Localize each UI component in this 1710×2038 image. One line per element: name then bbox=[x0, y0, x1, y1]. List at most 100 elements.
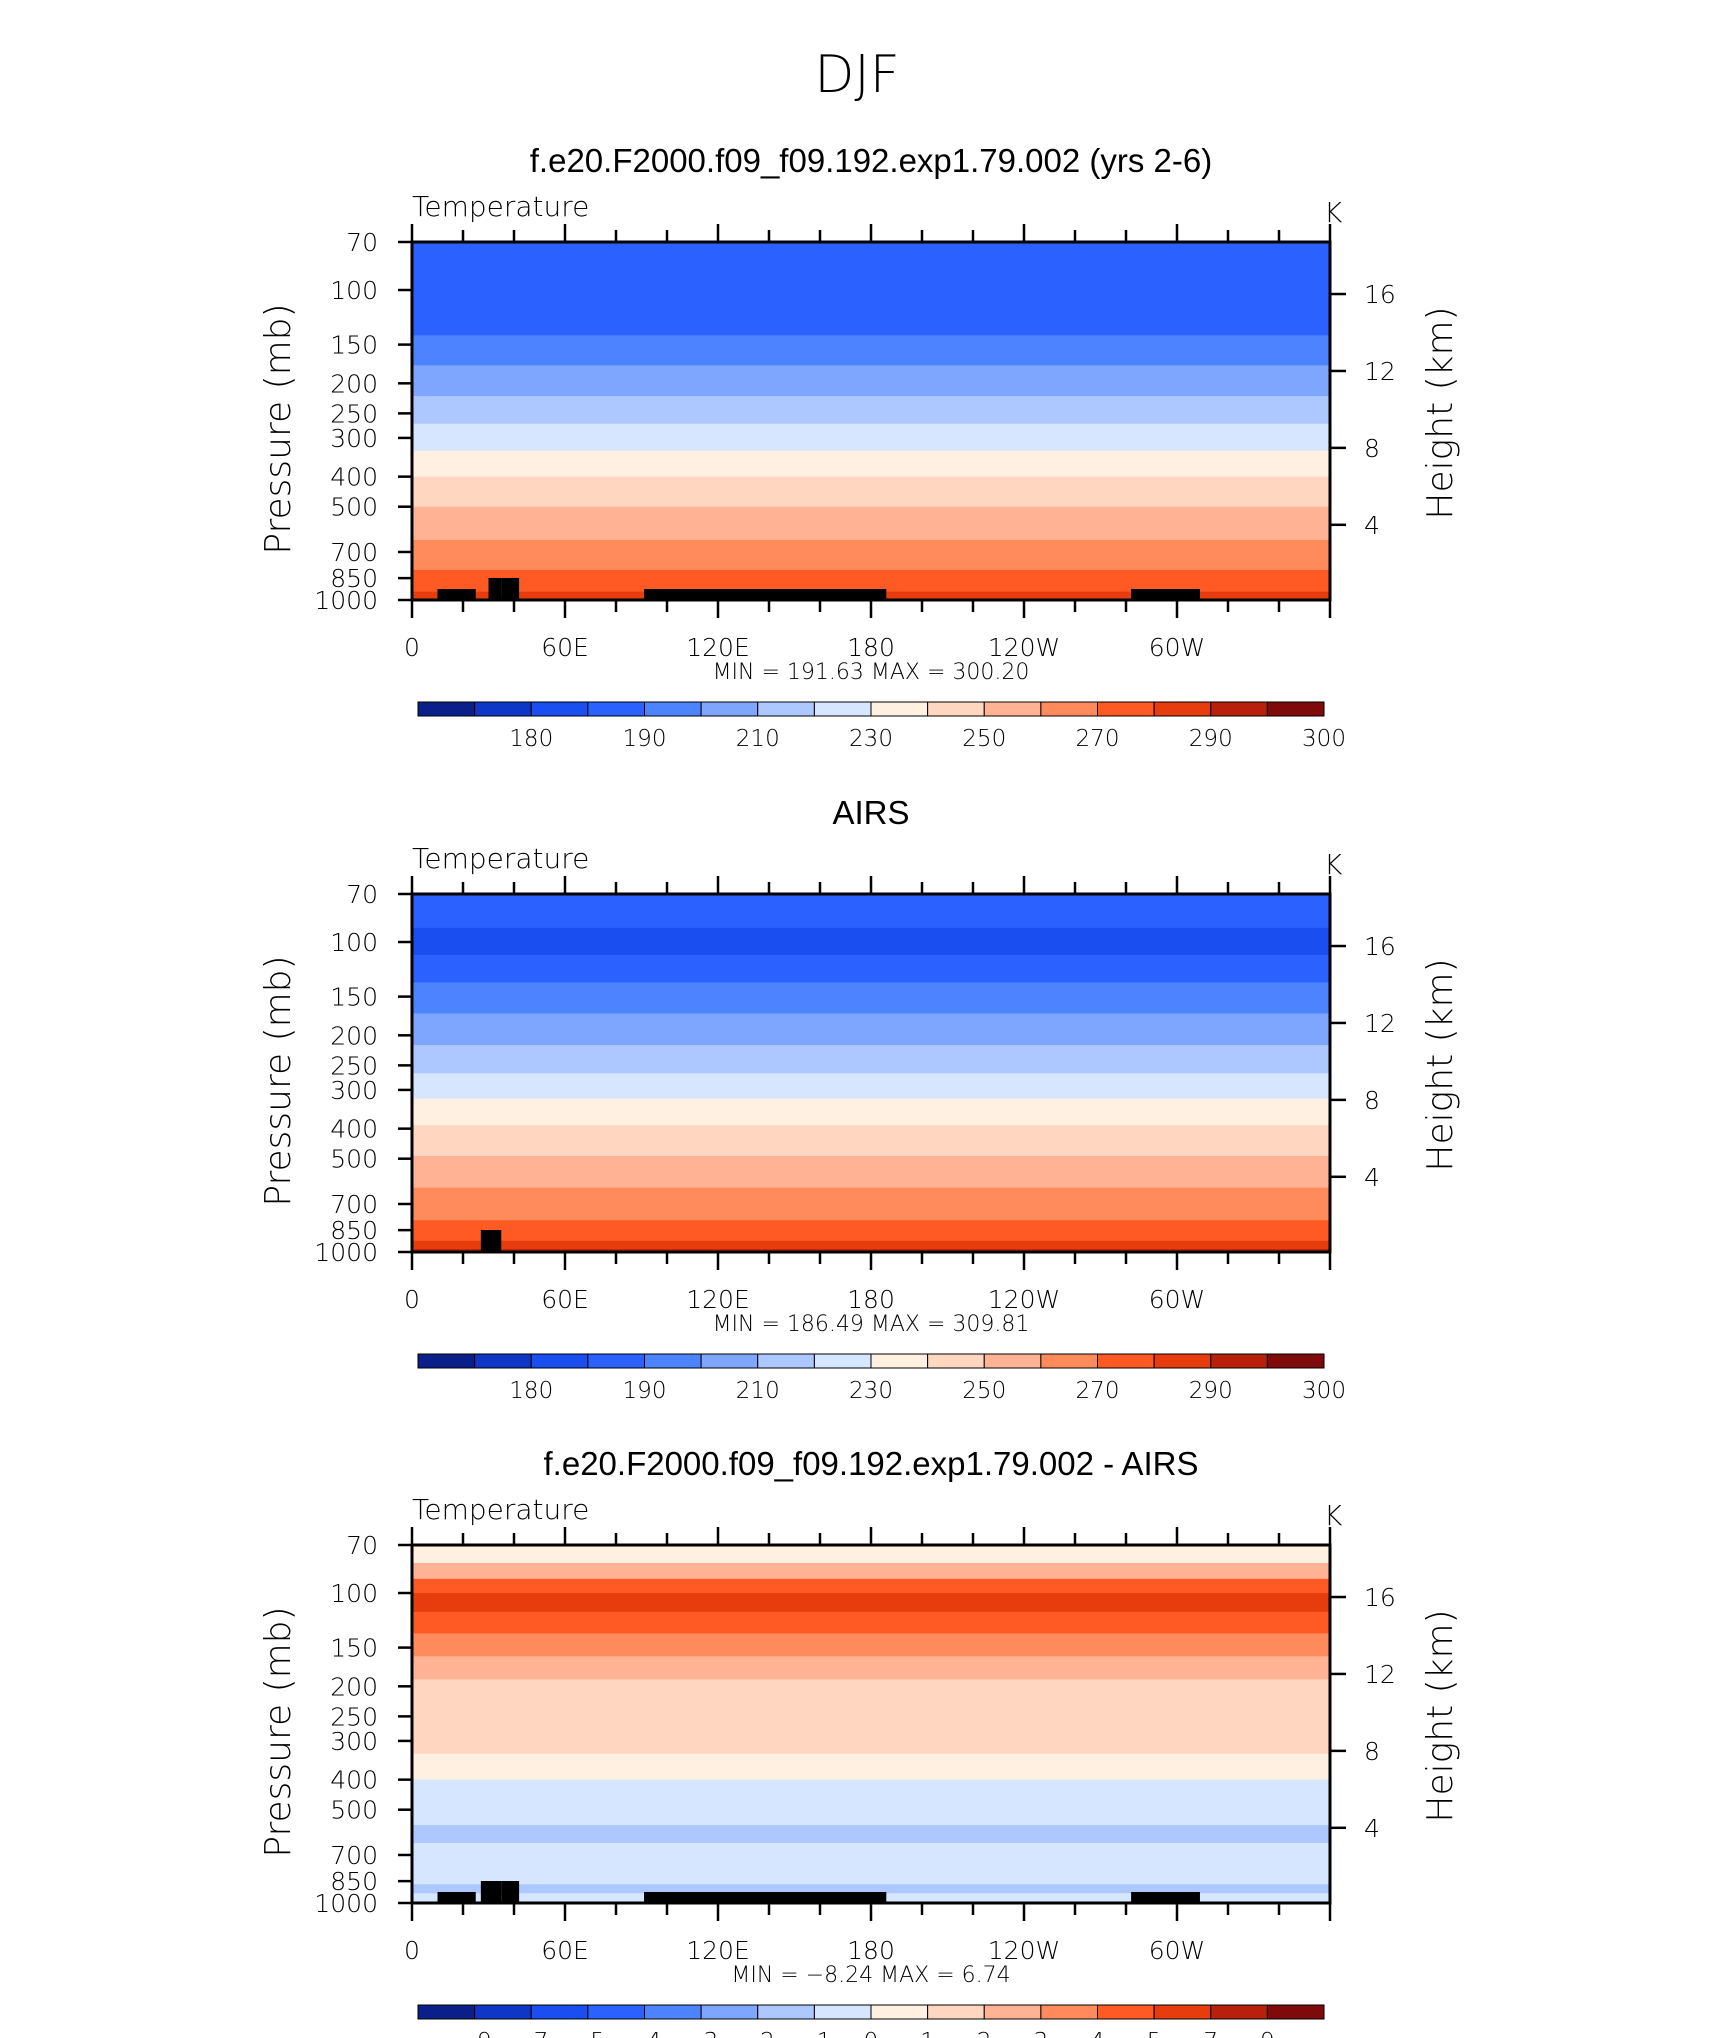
contour-band bbox=[412, 1562, 1330, 1580]
topography-block bbox=[1131, 589, 1200, 600]
contour-band bbox=[412, 396, 1330, 425]
colorbar-swatch bbox=[1210, 701, 1268, 717]
colorbar-swatch bbox=[700, 1353, 759, 1369]
y-tick-label: 1000 bbox=[314, 586, 378, 615]
colorbar-swatch bbox=[870, 2004, 929, 2020]
contour-band bbox=[412, 1679, 1330, 1723]
colorbar-swatch bbox=[983, 701, 1042, 717]
y-tick-label: 250 bbox=[330, 1702, 378, 1731]
y-tick-label: 1000 bbox=[314, 1238, 378, 1267]
panel-title: f.e20.F2000.f09_f09.192.exp1.79.002 - AI… bbox=[544, 1445, 1199, 1482]
colorbar-swatch bbox=[474, 701, 532, 717]
contour-band bbox=[412, 1220, 1330, 1242]
right-tick-label: 8 bbox=[1364, 434, 1380, 463]
y-tick-label: 250 bbox=[330, 1051, 378, 1080]
colorbar-swatch bbox=[1210, 2004, 1268, 2020]
contour-band bbox=[412, 1842, 1330, 1885]
x-tick-label: 120W bbox=[988, 1285, 1060, 1314]
figure-title: DJF bbox=[814, 45, 899, 105]
panel-variable: Temperature bbox=[412, 842, 589, 875]
contour-band bbox=[412, 1824, 1330, 1844]
colorbar-swatch bbox=[474, 2004, 532, 2020]
y-tick-label: 400 bbox=[330, 1115, 378, 1144]
colorbar-swatch bbox=[1040, 2004, 1098, 2020]
colorbar-swatch bbox=[700, 2004, 759, 2020]
right-axis-label: Height (km) bbox=[1420, 1609, 1461, 1822]
contour-band bbox=[412, 539, 1330, 571]
colorbar-label: 300 bbox=[1302, 1378, 1346, 1404]
colorbar-swatch bbox=[813, 1353, 872, 1369]
y-tick-label: 200 bbox=[330, 1672, 378, 1701]
right-tick-label: 4 bbox=[1364, 511, 1380, 540]
y-axis-label: Pressure (mb) bbox=[258, 955, 299, 1206]
contour-band bbox=[412, 1073, 1330, 1100]
contour-band bbox=[412, 1045, 1330, 1074]
y-tick-label: 70 bbox=[346, 1531, 378, 1560]
right-tick-label: 4 bbox=[1364, 1814, 1380, 1843]
contour-band bbox=[412, 1721, 1330, 1755]
colorbar-label: 0 bbox=[864, 2029, 879, 2038]
contour-band bbox=[412, 954, 1330, 983]
y-tick-label: 700 bbox=[330, 1841, 378, 1870]
contour-band bbox=[412, 1656, 1330, 1680]
x-tick-label: 180 bbox=[847, 1285, 895, 1314]
contour-band bbox=[412, 1611, 1330, 1634]
y-tick-label: 300 bbox=[330, 1727, 378, 1756]
x-tick-label: 60E bbox=[541, 1936, 589, 1965]
colorbar-label: −2 bbox=[741, 2029, 775, 2038]
colorbar-swatch bbox=[983, 2004, 1042, 2020]
colorbar-swatch bbox=[1266, 1353, 1325, 1369]
contour-band bbox=[412, 450, 1330, 478]
contour-band bbox=[412, 1187, 1330, 1221]
colorbar-swatch bbox=[813, 701, 872, 717]
colorbar-swatch bbox=[757, 701, 815, 717]
colorbar-swatch bbox=[644, 1353, 702, 1369]
colorbar-label: 230 bbox=[849, 726, 893, 752]
colorbar-label: 230 bbox=[849, 1378, 893, 1404]
contour-band bbox=[412, 569, 1330, 593]
colorbar-label: 5 bbox=[1147, 2029, 1162, 2038]
right-tick-label: 12 bbox=[1364, 1009, 1396, 1038]
colorbar-swatch bbox=[927, 701, 985, 717]
y-tick-label: 100 bbox=[330, 276, 378, 305]
colorbar-label: 270 bbox=[1076, 1378, 1120, 1404]
right-tick-label: 12 bbox=[1364, 1660, 1396, 1689]
contour-band bbox=[412, 1098, 1330, 1126]
colorbar-label: 270 bbox=[1076, 726, 1120, 752]
contour-band bbox=[412, 1753, 1330, 1781]
panel-title: AIRS bbox=[832, 794, 909, 831]
colorbar-label: 180 bbox=[509, 726, 553, 752]
y-tick-label: 300 bbox=[330, 1076, 378, 1105]
contour-band bbox=[412, 314, 1330, 336]
stats-label: MIN = 191.63 MAX = 300.20 bbox=[713, 660, 1030, 685]
colorbar-swatch bbox=[587, 701, 645, 717]
y-tick-label: 850 bbox=[330, 1867, 378, 1896]
y-tick-label: 850 bbox=[330, 1216, 378, 1245]
colorbar-swatch bbox=[1266, 2004, 1325, 2020]
colorbar-swatch bbox=[474, 1353, 532, 1369]
y-axis-label: Pressure (mb) bbox=[258, 303, 299, 554]
colorbar-label: 210 bbox=[736, 1378, 780, 1404]
right-tick-label: 16 bbox=[1364, 280, 1396, 309]
topography-block bbox=[480, 1881, 502, 1903]
contour-band bbox=[412, 423, 1330, 452]
topography-block bbox=[501, 578, 520, 600]
y-tick-label: 70 bbox=[346, 228, 378, 257]
contour-band bbox=[412, 335, 1330, 366]
x-tick-label: 120W bbox=[988, 1936, 1060, 1965]
x-tick-label: 60E bbox=[541, 1285, 589, 1314]
panel-title: f.e20.F2000.f09_f09.192.exp1.79.002 (yrs… bbox=[530, 142, 1212, 179]
colorbar-swatch bbox=[1153, 701, 1212, 717]
x-tick-label: 120W bbox=[988, 633, 1060, 662]
colorbar-swatch bbox=[417, 1353, 476, 1369]
stats-label: MIN = −8.24 MAX = 6.74 bbox=[731, 1963, 1010, 1988]
colorbar-swatch bbox=[587, 2004, 645, 2020]
contour-band bbox=[412, 365, 1330, 397]
colorbar-label: 250 bbox=[962, 726, 1006, 752]
contour-band bbox=[412, 506, 1330, 541]
colorbar-label: −9 bbox=[458, 2029, 492, 2038]
colorbar-label: −1 bbox=[797, 2029, 831, 2038]
colorbar-label: 300 bbox=[1302, 726, 1346, 752]
y-tick-label: 250 bbox=[330, 399, 378, 428]
topography-block bbox=[437, 1892, 476, 1903]
